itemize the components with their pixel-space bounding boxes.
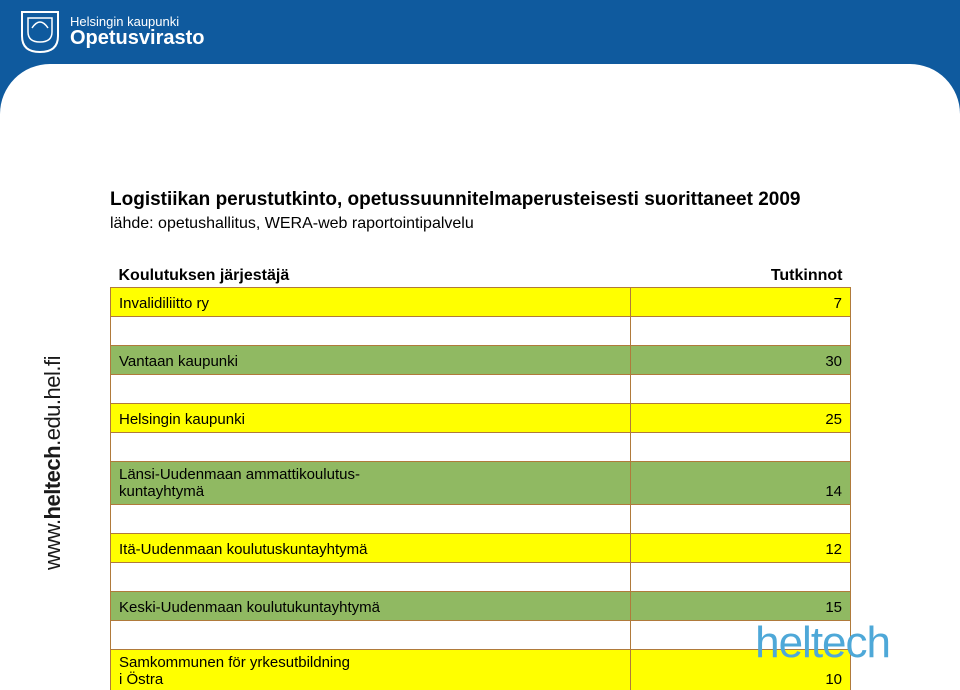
row-label: Helsingin kaupunki bbox=[111, 404, 631, 433]
table-header-left: Koulutuksen järjestäjä bbox=[111, 261, 631, 288]
side-url: www.heltech.edu.hel.fi bbox=[40, 356, 66, 570]
org-small: Helsingin kaupunki bbox=[70, 15, 204, 29]
row-label: Invalidiliitto ry bbox=[111, 288, 631, 317]
table-header-row: Koulutuksen järjestäjä Tutkinnot bbox=[111, 261, 851, 288]
org-big: Opetusvirasto bbox=[70, 28, 204, 49]
row-label: Itä-Uudenmaan koulutuskuntayhtymä bbox=[111, 534, 631, 563]
table-row: Invalidiliitto ry 7 bbox=[111, 288, 851, 317]
slide: Helsingin kaupunki Opetusvirasto Logisti… bbox=[0, 0, 960, 690]
header-bar: Helsingin kaupunki Opetusvirasto bbox=[20, 10, 204, 54]
side-url-bold: heltech bbox=[40, 446, 65, 520]
table-header-right: Tutkinnot bbox=[631, 261, 851, 288]
table-row: Helsingin kaupunki 25 bbox=[111, 404, 851, 433]
row-value: 25 bbox=[631, 404, 851, 433]
table-row: Vantaan kaupunki 30 bbox=[111, 346, 851, 375]
row-label: Samkommunen för yrkesutbildning i Östra bbox=[111, 650, 631, 690]
side-url-prefix: www. bbox=[40, 519, 65, 570]
row-label: Länsi-Uudenmaan ammattikoulutus- kuntayh… bbox=[111, 462, 631, 505]
table-row: Keski-Uudenmaan koulutukuntayhtymä 15 bbox=[111, 592, 851, 621]
table-row: Samkommunen för yrkesutbildning i Östra … bbox=[111, 650, 851, 690]
row-label: Vantaan kaupunki bbox=[111, 346, 631, 375]
data-table: Koulutuksen järjestäjä Tutkinnot Invalid… bbox=[110, 261, 851, 690]
content-area: Logistiikan perustutkinto, opetussuunnit… bbox=[110, 189, 880, 690]
row-value: 14 bbox=[631, 462, 851, 505]
page-title: Logistiikan perustutkinto, opetussuunnit… bbox=[110, 189, 880, 211]
table-row: Itä-Uudenmaan koulutuskuntayhtymä 12 bbox=[111, 534, 851, 563]
heltech-logo: heltech bbox=[755, 618, 890, 668]
row-value: 7 bbox=[631, 288, 851, 317]
side-url-suffix: .edu.hel.fi bbox=[40, 356, 65, 446]
row-label: Keski-Uudenmaan koulutukuntayhtymä bbox=[111, 592, 631, 621]
row-value: 30 bbox=[631, 346, 851, 375]
row-value: 15 bbox=[631, 592, 851, 621]
table-row: Länsi-Uudenmaan ammattikoulutus- kuntayh… bbox=[111, 462, 851, 505]
content-card: Logistiikan perustutkinto, opetussuunnit… bbox=[0, 64, 960, 690]
org-block: Helsingin kaupunki Opetusvirasto bbox=[70, 15, 204, 50]
page-subtitle: lähde: opetushallitus, WERA-web raportoi… bbox=[110, 215, 880, 233]
city-crest-icon bbox=[20, 10, 60, 54]
row-value: 12 bbox=[631, 534, 851, 563]
